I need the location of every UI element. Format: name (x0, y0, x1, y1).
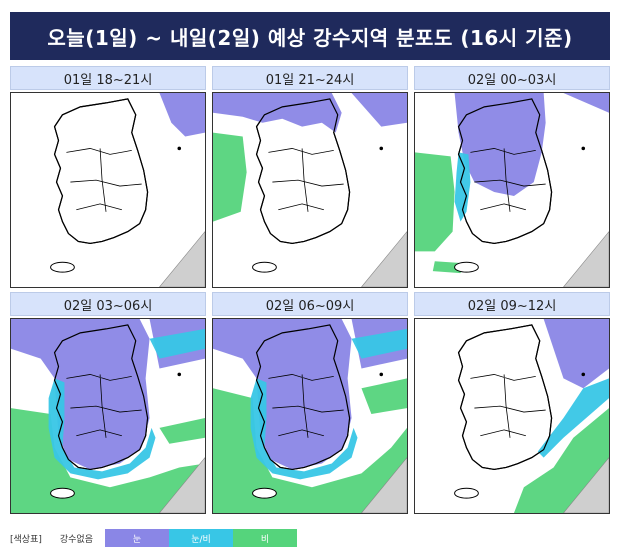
province-boundary (268, 374, 344, 438)
panel-time-label: 02일 03~06시 (10, 292, 206, 316)
rain-area (213, 378, 407, 513)
neighbor-land (563, 457, 609, 513)
panel-time-label: 01일 18~21시 (10, 66, 206, 90)
rain-area (11, 408, 205, 513)
neighbor-land (159, 231, 205, 287)
province-boundary (268, 148, 344, 212)
coastline (255, 98, 351, 245)
ulleungdo-island (581, 146, 586, 151)
coastline (457, 98, 553, 245)
coastline (53, 324, 149, 471)
snow-area (213, 93, 407, 133)
coastline (457, 324, 553, 471)
province-boundary (470, 374, 546, 438)
coastline (255, 324, 351, 471)
panel-time-label: 02일 00~03시 (414, 66, 610, 90)
panel-5: 02일 06~09시 (212, 292, 408, 514)
map-grid: 01일 18~21시 01일 21~24시 02일 00~03시 02일 03~… (10, 66, 610, 523)
province-boundary (66, 148, 142, 212)
snow-area (159, 93, 205, 137)
jeju-island (454, 487, 479, 499)
jeju-island (50, 261, 75, 273)
peninsula (53, 98, 149, 245)
panel-time-label: 02일 09~12시 (414, 292, 610, 316)
rain-area (415, 152, 465, 274)
color-legend: [색상표] 강수없음 눈 눈/비 비 (10, 528, 297, 548)
snow-rain-area (537, 378, 609, 458)
legend-snow-swatch: 눈 (105, 529, 169, 547)
panel-time-label: 02일 06~09시 (212, 292, 408, 316)
rain-area (213, 132, 247, 222)
ulleungdo-island (177, 372, 182, 377)
snow-area (454, 93, 609, 196)
panel-4: 02일 03~06시 (10, 292, 206, 514)
ulleungdo-island (379, 372, 384, 377)
panel-6: 02일 09~12시 (414, 292, 610, 514)
precipitation-map (10, 92, 206, 288)
ulleungdo-island (379, 146, 384, 151)
precipitation-map (414, 318, 610, 514)
legend-mix-swatch: 눈/비 (169, 529, 233, 547)
panel-2: 01일 21~24시 (212, 66, 408, 288)
legend-rain-swatch: 비 (233, 529, 297, 547)
legend-none-label: 강수없음 (59, 534, 93, 545)
precipitation-map (212, 92, 408, 288)
ulleungdo-island (177, 146, 182, 151)
coastline (53, 98, 149, 245)
province-boundary (66, 374, 142, 438)
province-boundary (470, 148, 546, 212)
panel-3: 02일 00~03시 (414, 66, 610, 288)
neighbor-land (361, 231, 407, 287)
ulleungdo-island (581, 372, 586, 377)
legend-title: [색상표] (10, 534, 42, 545)
jeju-island (252, 261, 277, 273)
peninsula (457, 324, 553, 471)
jeju-island (454, 261, 479, 273)
snow-area (543, 319, 609, 389)
page-title: 오늘(1일) ~ 내일(2일) 예상 강수지역 분포도 (16시 기준) (10, 12, 610, 60)
panel-1: 01일 18~21시 (10, 66, 206, 288)
precipitation-map (414, 92, 610, 288)
neighbor-land (159, 457, 205, 513)
precipitation-map (10, 318, 206, 514)
snow-rain-area (48, 328, 205, 480)
neighbor-land (361, 457, 407, 513)
jeju-island (252, 487, 277, 499)
snow-rain-area (250, 328, 407, 480)
precipitation-map (212, 318, 408, 514)
jeju-island (50, 487, 75, 499)
neighbor-land (563, 231, 609, 287)
panel-time-label: 01일 21~24시 (212, 66, 408, 90)
